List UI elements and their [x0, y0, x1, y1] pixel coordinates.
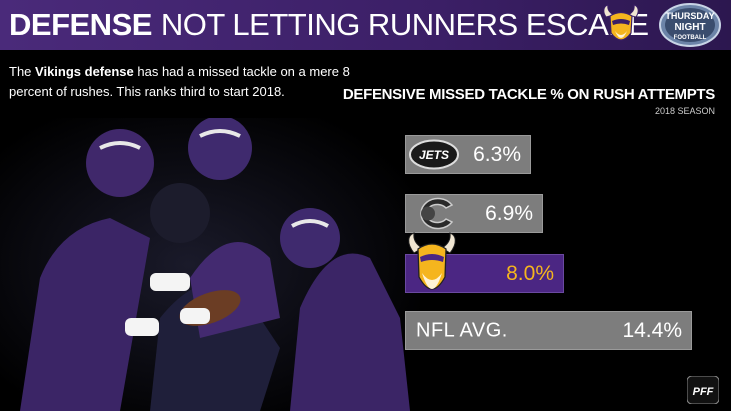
players-tackle-photo [0, 118, 420, 411]
intro-highlight: Vikings defense [35, 64, 134, 79]
jets-logo-icon: JETS [409, 139, 459, 170]
bar-label: NFL AVG. [416, 319, 508, 341]
vikings-team-logo-icon [408, 232, 456, 290]
thursday-night-football-logo-icon: THURSDAY NIGHT FOOTBALL [659, 3, 721, 47]
vikings-logo-icon [603, 4, 639, 41]
pff-text: PFF [693, 386, 714, 398]
intro-text: The Vikings defense has had a missed tac… [9, 62, 369, 102]
bar-value-label: 14.4% [622, 318, 682, 342]
title-rest: NOT LETTING RUNNERS ESCAPE [160, 7, 649, 42]
bar-bears: 6.9% [405, 194, 543, 233]
intro-suffix: has had a missed tackle on a mere 8 perc… [9, 64, 350, 99]
bar-vikings: 8.0% [405, 232, 564, 293]
bears-logo-icon [420, 197, 454, 230]
jets-text: JETS [419, 148, 449, 162]
bar-value-label: 6.3% [473, 142, 521, 166]
bar-value-label: 8.0% [506, 261, 554, 285]
pff-logo-icon: PFF [687, 376, 719, 404]
intro-prefix: The [9, 64, 36, 79]
bar-jets: JETS 6.3% [405, 135, 531, 174]
chart-title: DEFENSIVE MISSED TACKLE % ON RUSH ATTEMP… [342, 86, 715, 103]
tnf-line3: FOOTBALL [674, 35, 707, 41]
title-strong: DEFENSE [9, 7, 152, 42]
tnf-line2: NIGHT [674, 22, 705, 33]
header-banner: DEFENSE NOT LETTING RUNNERS ESCAPE THURS… [0, 0, 731, 50]
bar-value-label: 6.9% [485, 201, 533, 225]
bar-nfl-avg: NFL AVG. 14.4% [405, 311, 692, 350]
tnf-line1: THURSDAY [665, 11, 714, 21]
chart-subtitle: 2018 SEASON [654, 106, 715, 116]
